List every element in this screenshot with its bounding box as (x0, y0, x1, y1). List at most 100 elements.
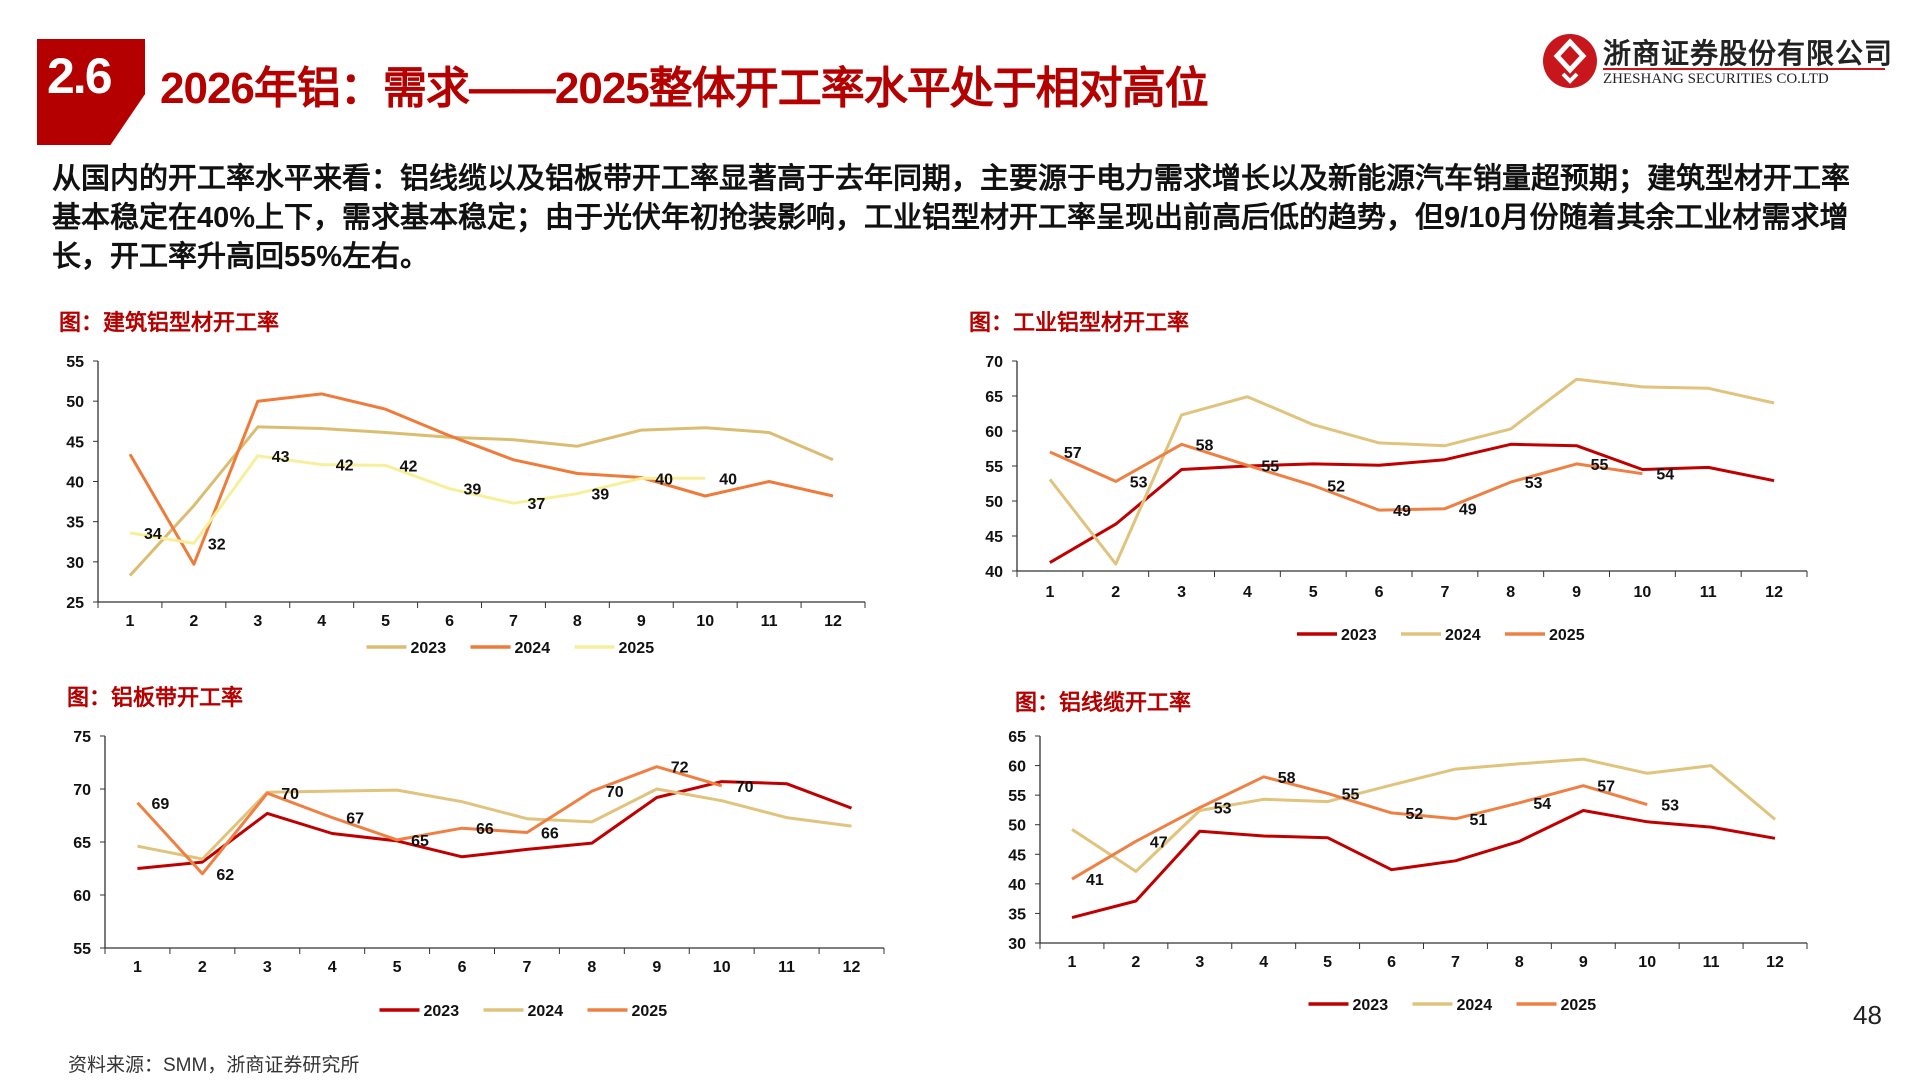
x-tick-label: 8 (587, 959, 596, 976)
y-tick-label: 30 (1008, 936, 1026, 953)
y-tick-label: 55 (985, 459, 1003, 476)
data-label: 58 (1278, 770, 1296, 787)
x-tick-label: 11 (761, 613, 778, 630)
x-tick-label: 7 (509, 613, 518, 630)
x-tick-label: 10 (1638, 954, 1656, 971)
y-tick-label: 60 (985, 424, 1003, 441)
y-tick-label: 50 (66, 394, 84, 411)
x-tick-label: 4 (328, 959, 337, 976)
page-title: 2026年铝：需求——2025整体开工率水平处于相对高位 (160, 64, 1209, 113)
data-label: 55 (1591, 457, 1609, 474)
data-label: 43 (272, 449, 290, 466)
x-tick-label: 8 (1506, 584, 1515, 601)
data-label: 57 (1064, 445, 1082, 462)
data-label: 37 (527, 496, 545, 513)
data-label: 52 (1406, 806, 1424, 823)
legend-label-2024: 2024 (528, 1003, 564, 1020)
x-tick-label: 7 (1440, 584, 1449, 601)
data-label: 40 (719, 471, 737, 488)
data-label: 70 (736, 779, 754, 796)
x-tick-label: 7 (1451, 954, 1460, 971)
data-label: 70 (281, 786, 299, 803)
data-label: 58 (1196, 437, 1214, 454)
x-tick-label: 3 (263, 959, 272, 976)
x-tick-label: 8 (573, 613, 582, 630)
y-tick-label: 65 (1008, 729, 1026, 746)
x-tick-label: 2 (1111, 584, 1120, 601)
y-tick-label: 60 (73, 888, 91, 905)
data-label: 34 (144, 526, 162, 543)
data-label: 51 (1469, 812, 1487, 829)
x-tick-label: 1 (133, 959, 142, 976)
x-tick-label: 12 (1765, 584, 1783, 601)
y-tick-label: 25 (66, 595, 84, 612)
x-tick-label: 2 (189, 613, 198, 630)
x-tick-label: 10 (1634, 584, 1652, 601)
data-label: 53 (1214, 801, 1232, 818)
data-label: 53 (1525, 475, 1543, 492)
legend-label-2024: 2024 (1457, 997, 1493, 1014)
series-line-2025 (1071, 775, 1648, 881)
y-tick-label: 45 (66, 434, 84, 451)
logo-text-en: ZHESHANG SECURITIES CO.LTD (1603, 71, 1829, 87)
y-tick-label: 50 (985, 494, 1003, 511)
x-tick-label: 11 (1703, 954, 1720, 971)
logo-divider (1603, 68, 1885, 70)
section-number: 2.6 (47, 48, 113, 104)
x-tick-label: 3 (253, 613, 262, 630)
x-tick-label: 7 (523, 959, 532, 976)
data-label: 52 (1327, 479, 1345, 496)
chart-title-wire-cable: 图：铝线缆开工率 (1015, 690, 1192, 715)
legend-label-2023: 2023 (424, 1003, 460, 1020)
data-label: 53 (1661, 798, 1679, 815)
x-tick-label: 5 (381, 613, 390, 630)
legend-label-2024: 2024 (1445, 627, 1481, 644)
data-label: 69 (151, 796, 169, 813)
data-label: 40 (655, 471, 673, 488)
legend-label-2023: 2023 (1341, 627, 1377, 644)
x-tick-label: 6 (458, 959, 467, 976)
series-line-2023 (137, 780, 853, 870)
x-tick-label: 9 (652, 959, 661, 976)
data-label: 53 (1130, 474, 1148, 491)
legend-label-2025: 2025 (1561, 997, 1597, 1014)
data-label: 62 (216, 867, 234, 884)
y-tick-label: 40 (1008, 877, 1026, 894)
y-tick-label: 40 (66, 475, 84, 492)
chart-title-industrial-profile: 图：工业铝型材开工率 (969, 310, 1190, 335)
x-tick-label: 5 (1309, 584, 1318, 601)
data-label: 49 (1393, 503, 1411, 520)
data-label: 72 (671, 760, 689, 777)
summary-text: 从国内的开工率水平来看：铝线缆以及铝板带开工率显著高于去年同期，主要源于电力需求… (52, 163, 1851, 273)
data-label: 41 (1086, 872, 1104, 889)
x-tick-label: 4 (1243, 584, 1252, 601)
x-tick-label: 6 (445, 613, 454, 630)
data-label: 54 (1656, 467, 1674, 484)
y-tick-label: 40 (985, 564, 1003, 581)
x-tick-label: 3 (1195, 954, 1204, 971)
chart-title-building-profile: 图：建筑铝型材开工率 (59, 310, 280, 335)
logo-emblem-icon (1543, 34, 1597, 88)
data-label: 66 (476, 821, 494, 838)
x-tick-label: 1 (1045, 584, 1054, 601)
data-label: 32 (208, 536, 226, 553)
y-tick-label: 75 (73, 729, 91, 746)
x-tick-label: 6 (1387, 954, 1396, 971)
data-label: 49 (1459, 502, 1477, 519)
y-tick-label: 35 (66, 515, 84, 532)
legend-label-2025: 2025 (632, 1003, 668, 1020)
legend-label-2025: 2025 (619, 640, 655, 657)
x-tick-label: 3 (1177, 584, 1186, 601)
y-tick-label: 65 (73, 835, 91, 852)
data-label: 70 (606, 784, 624, 801)
y-tick-label: 70 (985, 354, 1003, 371)
x-tick-label: 12 (843, 959, 861, 976)
series-line-2024 (137, 787, 852, 861)
y-tick-label: 45 (985, 529, 1003, 546)
series-line-2025 (129, 454, 706, 545)
x-tick-label: 11 (778, 959, 795, 976)
x-tick-label: 9 (637, 613, 646, 630)
data-label: 57 (1597, 779, 1615, 796)
y-tick-label: 50 (1008, 818, 1026, 835)
